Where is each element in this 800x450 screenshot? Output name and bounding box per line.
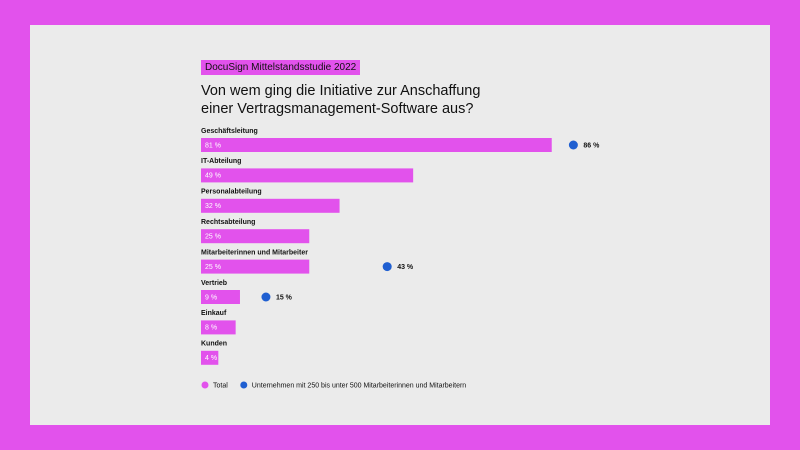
category-label: Mitarbeiterinnen und Mitarbeiter — [201, 249, 308, 256]
dot-value-label: 15 % — [276, 294, 293, 301]
category-label: Personalabteilung — [201, 189, 262, 196]
bar — [201, 290, 240, 304]
category-label: Einkauf — [201, 310, 227, 317]
bar — [201, 259, 310, 274]
study-tag: DocuSign Mittelstandsstudie 2022 — [201, 60, 361, 75]
bar-value-label: 8 % — [205, 325, 217, 332]
bar — [201, 229, 310, 244]
legend-label: Total — [213, 382, 228, 389]
category-label: Vertrieb — [201, 280, 227, 287]
category-label: Geschäftsleitung — [201, 128, 258, 135]
chart-title: Von wem ging die Initiative zur Anschaff… — [201, 83, 481, 117]
bar — [201, 320, 236, 335]
bar-value-label: 4 % — [205, 355, 217, 362]
bar-value-label: 49 % — [205, 173, 221, 180]
category-label: IT-Abteilung — [201, 158, 241, 165]
category-label: Rechtsabteilung — [201, 219, 255, 226]
bar-value-label: 25 % — [205, 264, 221, 271]
bar — [201, 168, 414, 183]
bar-value-label: 9 % — [205, 294, 217, 301]
legend-swatch — [240, 381, 248, 389]
dot — [261, 292, 271, 302]
bar-value-label: 32 % — [205, 203, 221, 210]
bar-value-label: 25 % — [205, 234, 221, 241]
bar-value-label: 81 % — [205, 142, 221, 149]
dot — [568, 140, 578, 150]
dot-value-label: 86 % — [583, 142, 600, 149]
legend-label: Unternehmen mit 250 bis unter 500 Mitarb… — [252, 382, 467, 389]
bar — [201, 138, 552, 152]
legend-swatch — [201, 381, 209, 389]
dot — [382, 262, 392, 272]
bar — [201, 198, 340, 213]
dot-value-label: 43 % — [397, 264, 414, 271]
bar — [201, 350, 219, 365]
category-label: Kunden — [201, 341, 227, 348]
card — [30, 25, 770, 425]
